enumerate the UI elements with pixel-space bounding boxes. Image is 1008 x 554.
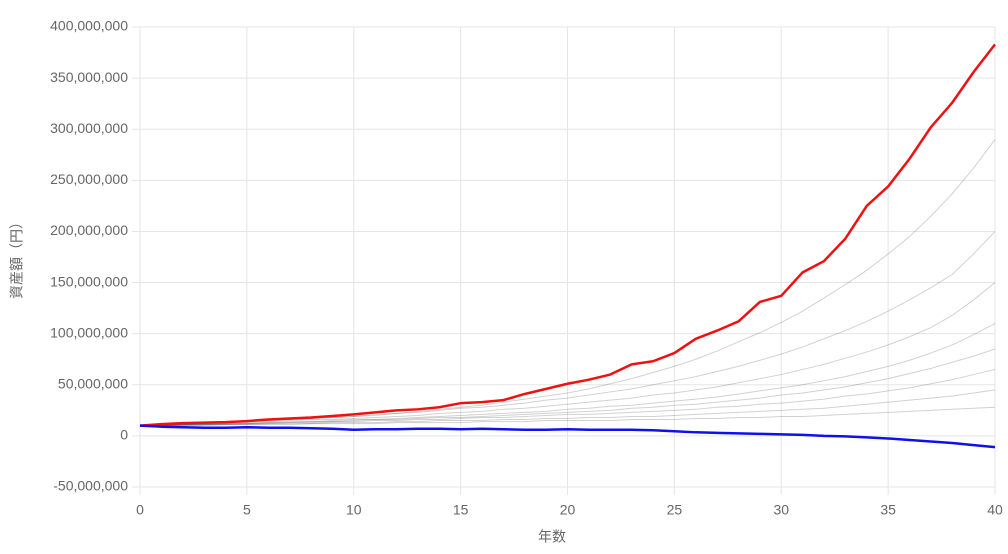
- x-tick-label: 25: [667, 502, 683, 518]
- series-line: [140, 323, 996, 427]
- y-tick-label: 400,000,000: [50, 18, 128, 34]
- y-tick-label: 50,000,000: [58, 375, 128, 391]
- x-tick-label: 10: [346, 502, 362, 518]
- series-line: [139, 282, 996, 427]
- series-line: [139, 43, 996, 427]
- series-line: [140, 348, 996, 427]
- y-tick-label: 0: [120, 427, 128, 443]
- x-tick-label: 15: [453, 502, 469, 518]
- x-axis-label: 年数: [538, 529, 566, 545]
- x-tick-label: 0: [136, 502, 144, 518]
- y-tick-label: 300,000,000: [50, 120, 128, 136]
- x-tick-label: 40: [987, 502, 1003, 518]
- x-tick-label: 30: [773, 502, 789, 518]
- y-tick-label: 350,000,000: [50, 69, 128, 85]
- y-tick-label: -50,000,000: [53, 478, 128, 494]
- x-tick-label: 20: [560, 502, 576, 518]
- series-line: [139, 424, 996, 449]
- series-line: [140, 368, 996, 427]
- series-line: [140, 406, 996, 427]
- y-axis-label: 資産額（円）: [9, 215, 25, 299]
- y-tick-label: 200,000,000: [50, 222, 128, 238]
- x-tick-label: 35: [880, 502, 896, 518]
- y-tick-label: 250,000,000: [50, 171, 128, 187]
- y-tick-label: 150,000,000: [50, 273, 128, 289]
- y-tick-label: 100,000,000: [50, 324, 128, 340]
- series-line: [140, 389, 996, 427]
- x-tick-label: 5: [243, 502, 251, 518]
